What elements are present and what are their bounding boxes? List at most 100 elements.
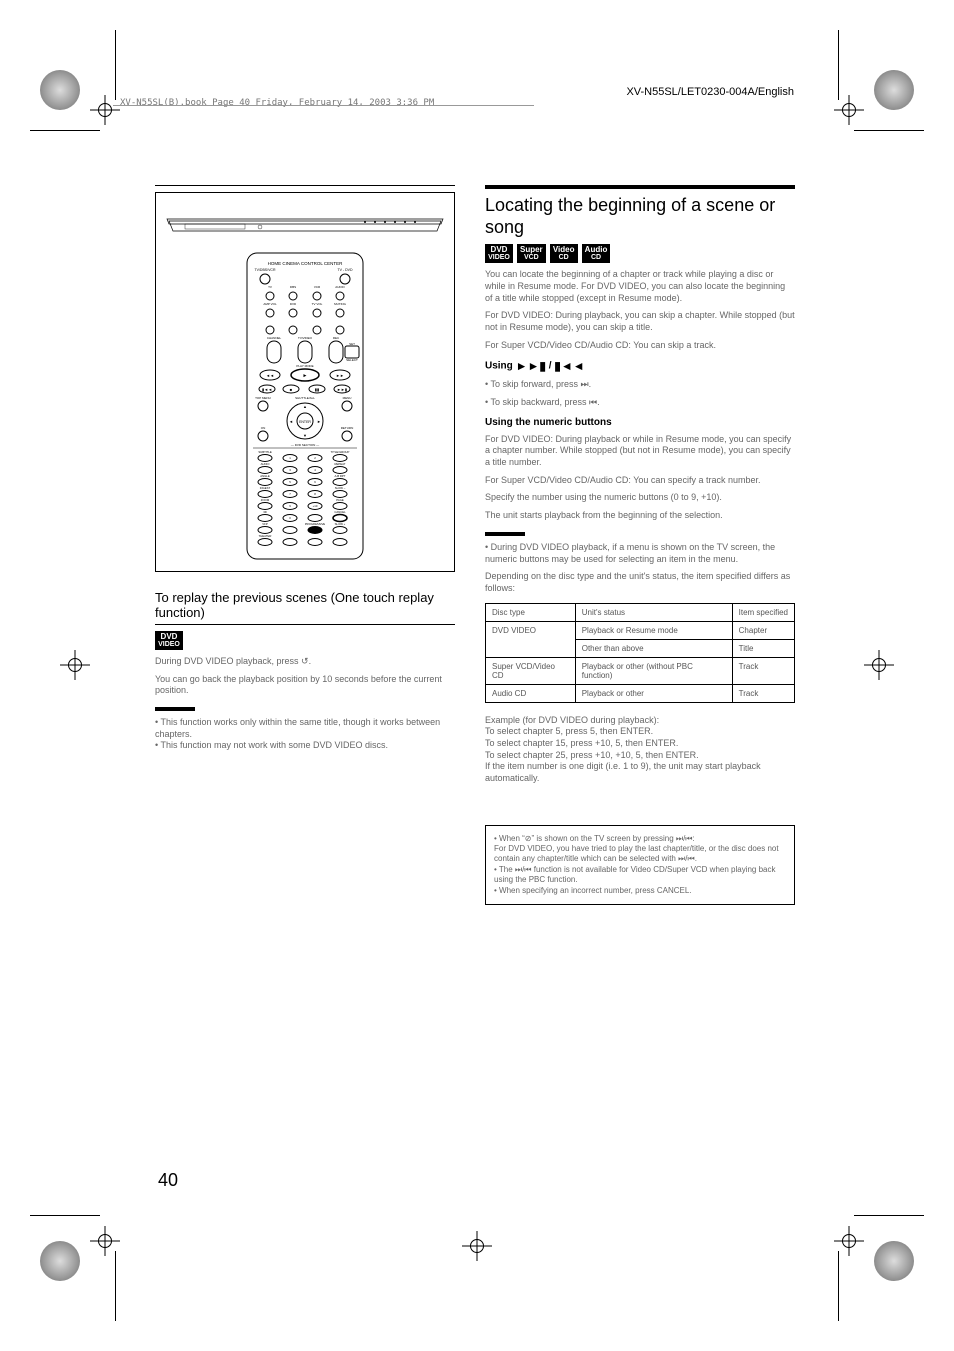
badge-line2: VIDEO <box>158 641 180 648</box>
svg-text:ENTER: ENTER <box>299 420 311 424</box>
dvd-video-badge: DVDVIDEO <box>485 244 513 263</box>
table-cell: Playback or other (without PBC function) <box>575 657 732 684</box>
svg-text:VCR: VCR <box>314 285 321 289</box>
svg-text:8: 8 <box>314 492 316 496</box>
printer-mark-corner <box>40 1241 80 1281</box>
heading-bar: Locating the beginning of a scene or son… <box>485 185 795 238</box>
svg-text:AUDIO: AUDIO <box>335 285 345 289</box>
replay-section-title: To replay the previous scenes (One touch… <box>155 590 455 620</box>
svg-text:MENU: MENU <box>343 396 352 400</box>
table-row: DVD VIDEO Playback or Resume mode Chapte… <box>486 621 795 639</box>
table-cell: Track <box>732 684 794 702</box>
enter-label: ENTER <box>645 738 676 748</box>
numeric-dvd: For DVD VIDEO: During playback or while … <box>485 434 795 469</box>
svg-text:CANCEL: CANCEL <box>334 510 346 514</box>
svg-text:►: ► <box>303 373 308 379</box>
svg-text:SLOW +: SLOW + <box>335 522 346 526</box>
svg-text:RETURN: RETURN <box>341 426 354 430</box>
locating-heading: Locating the beginning of a scene or son… <box>485 195 795 238</box>
note-rule <box>485 532 525 536</box>
svg-text:DBS: DBS <box>290 285 296 289</box>
svg-text:TV VOL: TV VOL <box>312 302 323 306</box>
crop-tick <box>115 1251 116 1321</box>
remote-control-icon: HOME CINEMA CONTROL CENTER TV/DBS/VCR TV… <box>245 251 365 561</box>
svg-text:3: 3 <box>289 468 291 472</box>
svg-text:1: 1 <box>289 456 291 460</box>
badge-line2: VCD <box>520 254 543 261</box>
svg-text:TITLE/GROUP: TITLE/GROUP <box>331 450 350 454</box>
replay-body-1: During DVD VIDEO playback, press ↺. <box>155 656 455 668</box>
para-dvd: For DVD VIDEO: During playback, you can … <box>485 310 795 333</box>
right-column: Locating the beginning of a scene or son… <box>485 185 795 905</box>
crop-tick <box>854 1215 924 1216</box>
svg-text:▼: ▼ <box>303 433 307 438</box>
svg-text:5: 5 <box>289 480 291 484</box>
numeric-other: For Super VCD/Video CD/Audio CD: You can… <box>485 475 795 487</box>
svg-text:2: 2 <box>314 456 316 460</box>
badge-line2: CD <box>585 254 608 261</box>
page-content: HOME CINEMA CONTROL CENTER TV/DBS/VCR TV… <box>155 185 795 905</box>
enter-label: ENTER <box>666 750 697 760</box>
printer-mark-corner <box>874 1241 914 1281</box>
hint-text: • When “⊘” is shown on the TV screen by … <box>494 834 786 896</box>
device-illustration-box: HOME CINEMA CONTROL CENTER TV/DBS/VCR TV… <box>155 192 455 572</box>
table-cell: DVD VIDEO <box>486 621 576 657</box>
svg-text:DVD: DVD <box>290 302 297 306</box>
svg-text:CHANNEL: CHANNEL <box>267 336 282 340</box>
table-cell: Super VCD/Video CD <box>486 657 576 684</box>
svg-text:A-B RPT: A-B RPT <box>334 474 345 478</box>
table-cell: Audio CD <box>486 684 576 702</box>
hint-box: • When “⊘” is shown on the TV screen by … <box>485 825 795 905</box>
svg-text:MUTING: MUTING <box>334 302 346 306</box>
svg-text:7: 7 <box>289 492 291 496</box>
registration-mark <box>60 650 90 680</box>
printer-mark-corner <box>40 70 80 110</box>
enter-label: ENTER <box>620 726 651 736</box>
skip-next-icon: ►►▮ <box>516 359 546 373</box>
svg-text:DIGEST: DIGEST <box>260 486 271 490</box>
super-vcd-badge: SuperVCD <box>517 244 546 263</box>
svg-text:PLAY MODE: PLAY MODE <box>296 364 313 368</box>
section-thin-rule <box>155 624 455 625</box>
svg-text:TV/DBS/VCR: TV/DBS/VCR <box>254 268 275 272</box>
badge-line2: VIDEO <box>488 254 510 261</box>
dvd-video-badge: DVD VIDEO <box>155 631 183 650</box>
replay-body-2: You can go back the playback position by… <box>155 674 455 697</box>
svg-text:►►▮: ►►▮ <box>337 387 347 392</box>
svg-text:4: 4 <box>314 468 316 472</box>
svg-text:REPEAT: REPEAT <box>335 462 346 466</box>
skip-forward-text: • To skip forward, press ⏭. <box>485 379 795 391</box>
using-skip-title: Using ►►▮ / ▮◄◄ <box>485 359 795 373</box>
table-cell: Other than above <box>575 639 732 657</box>
remote-title-label: HOME CINEMA CONTROL CENTER <box>268 261 344 266</box>
svg-text:PAGE: PAGE <box>336 498 344 502</box>
table-header: Unit's status <box>575 603 732 621</box>
badge-line1: Super <box>520 245 543 254</box>
crop-tick <box>838 1251 839 1321</box>
crop-tick <box>854 130 924 131</box>
svg-text:ZOOM: ZOOM <box>261 498 270 502</box>
badge-line1: Video <box>553 245 575 254</box>
audio-cd-badge: AudioCD <box>582 244 611 263</box>
para-other: For Super VCD/Video CD/Audio CD: You can… <box>485 340 795 352</box>
header-rule <box>113 105 534 106</box>
svg-text:SUBTITLE: SUBTITLE <box>258 450 272 454</box>
spec-table: Disc type Unit's status Item specified D… <box>485 603 795 703</box>
svg-text:▮▮: ▮▮ <box>315 387 319 392</box>
table-header: Item specified <box>732 603 794 621</box>
numeric-specify: Specify the number using the numeric but… <box>485 492 795 504</box>
header-stamp: XV-N55SL(B).book Page 40 Friday, Februar… <box>120 98 434 108</box>
crop-tick <box>115 30 116 100</box>
crop-tick <box>30 130 100 131</box>
svg-text:◄: ◄ <box>289 419 293 424</box>
crop-tick <box>30 1215 100 1216</box>
numeric-starts: The unit starts playback from the beginn… <box>485 510 795 522</box>
table-intro: Depending on the disc type and the unit'… <box>485 571 795 594</box>
svg-text:SELECT: SELECT <box>346 358 358 362</box>
svg-text:▮◄◄: ▮◄◄ <box>262 387 272 392</box>
svg-text:ON: ON <box>261 426 266 430</box>
svg-text:AUDIO: AUDIO <box>261 462 271 466</box>
crop-tick <box>838 30 839 100</box>
badge-line1: DVD <box>491 245 508 254</box>
registration-mark <box>462 1231 492 1261</box>
